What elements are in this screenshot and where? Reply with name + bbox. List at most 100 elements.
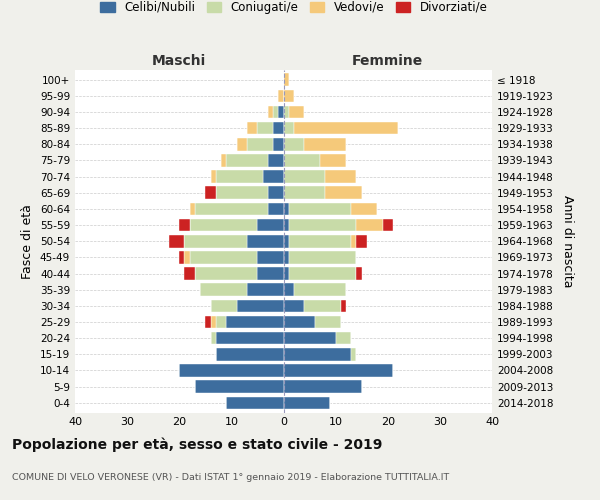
Bar: [268, 106, 273, 118]
Bar: [284, 284, 294, 296]
Bar: [236, 300, 284, 312]
Legend: Celibi/Nubili, Coniugati/e, Vedovi/e, Divorziati/e: Celibi/Nubili, Coniugati/e, Vedovi/e, Di…: [100, 1, 488, 14]
Bar: [284, 202, 289, 215]
Bar: [257, 251, 284, 264]
Bar: [273, 106, 278, 118]
Bar: [294, 284, 346, 296]
Bar: [190, 251, 257, 264]
Bar: [226, 396, 284, 409]
Bar: [284, 170, 325, 183]
Bar: [268, 186, 284, 199]
Bar: [325, 170, 356, 183]
Bar: [325, 186, 362, 199]
Bar: [284, 332, 335, 344]
Bar: [257, 122, 273, 134]
Text: Maschi: Maschi: [152, 54, 206, 68]
Bar: [179, 251, 184, 264]
Bar: [289, 106, 304, 118]
Bar: [278, 106, 284, 118]
Bar: [211, 170, 216, 183]
Text: Popolazione per età, sesso e stato civile - 2019: Popolazione per età, sesso e stato civil…: [12, 438, 382, 452]
Bar: [247, 122, 257, 134]
Bar: [351, 235, 356, 248]
Bar: [284, 235, 289, 248]
Bar: [268, 154, 284, 167]
Bar: [190, 219, 257, 232]
Bar: [284, 300, 304, 312]
Bar: [284, 219, 289, 232]
Bar: [190, 202, 195, 215]
Bar: [273, 122, 284, 134]
Bar: [216, 332, 284, 344]
Bar: [284, 122, 294, 134]
Bar: [304, 300, 341, 312]
Bar: [304, 138, 346, 150]
Bar: [263, 170, 284, 183]
Y-axis label: Fasce di età: Fasce di età: [22, 204, 34, 279]
Bar: [226, 154, 268, 167]
Bar: [284, 268, 289, 280]
Bar: [184, 251, 190, 264]
Bar: [284, 154, 320, 167]
Bar: [284, 74, 289, 86]
Bar: [268, 202, 284, 215]
Bar: [247, 235, 284, 248]
Bar: [211, 300, 236, 312]
Bar: [320, 154, 346, 167]
Bar: [211, 332, 216, 344]
Bar: [184, 268, 195, 280]
Bar: [257, 268, 284, 280]
Bar: [195, 268, 257, 280]
Bar: [284, 251, 289, 264]
Bar: [289, 219, 356, 232]
Bar: [278, 90, 284, 102]
Bar: [169, 235, 184, 248]
Bar: [289, 202, 351, 215]
Bar: [289, 251, 356, 264]
Bar: [284, 90, 294, 102]
Bar: [216, 186, 268, 199]
Bar: [257, 219, 284, 232]
Bar: [211, 316, 216, 328]
Bar: [216, 170, 263, 183]
Bar: [356, 268, 362, 280]
Y-axis label: Anni di nascita: Anni di nascita: [560, 195, 574, 288]
Bar: [351, 202, 377, 215]
Bar: [179, 219, 190, 232]
Bar: [356, 219, 383, 232]
Bar: [335, 332, 351, 344]
Bar: [284, 364, 393, 377]
Bar: [216, 316, 226, 328]
Bar: [247, 284, 284, 296]
Bar: [216, 348, 284, 360]
Bar: [284, 106, 289, 118]
Bar: [221, 154, 226, 167]
Bar: [351, 348, 356, 360]
Bar: [289, 235, 351, 248]
Bar: [284, 380, 362, 393]
Bar: [247, 138, 273, 150]
Bar: [179, 364, 284, 377]
Bar: [184, 235, 247, 248]
Bar: [294, 122, 398, 134]
Bar: [315, 316, 341, 328]
Bar: [383, 219, 393, 232]
Bar: [284, 138, 304, 150]
Bar: [205, 186, 216, 199]
Text: COMUNE DI VELO VERONESE (VR) - Dati ISTAT 1° gennaio 2019 - Elaborazione TUTTITA: COMUNE DI VELO VERONESE (VR) - Dati ISTA…: [12, 472, 449, 482]
Bar: [284, 396, 331, 409]
Text: Femmine: Femmine: [352, 54, 424, 68]
Bar: [205, 316, 211, 328]
Bar: [195, 202, 268, 215]
Bar: [284, 348, 351, 360]
Bar: [284, 186, 325, 199]
Bar: [289, 268, 356, 280]
Bar: [284, 316, 315, 328]
Bar: [200, 284, 247, 296]
Bar: [226, 316, 284, 328]
Bar: [341, 300, 346, 312]
Bar: [273, 138, 284, 150]
Bar: [236, 138, 247, 150]
Bar: [356, 235, 367, 248]
Bar: [195, 380, 284, 393]
